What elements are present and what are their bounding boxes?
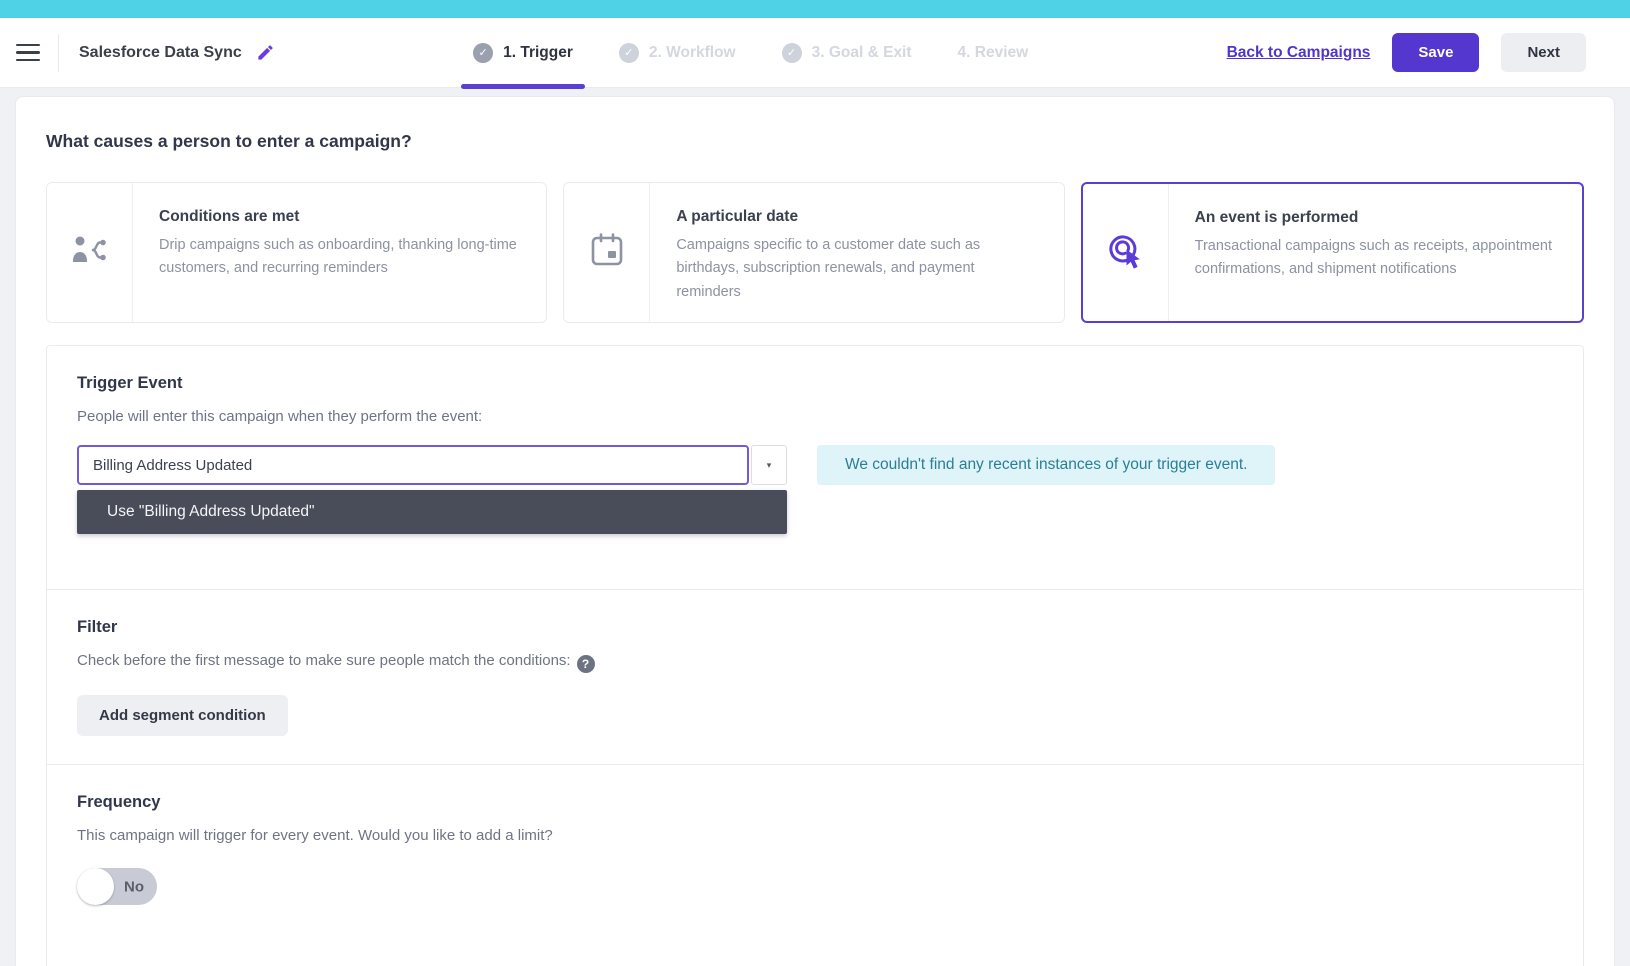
card-title: Conditions are met (159, 208, 300, 225)
step-review[interactable]: 4. Review (958, 18, 1029, 87)
frequency-limit-toggle[interactable]: No (77, 868, 157, 906)
trigger-settings-container: Trigger Event People will enter this cam… (46, 345, 1584, 966)
top-accent-bar (0, 0, 1630, 18)
calendar-icon (589, 232, 625, 273)
filter-section: Filter Check before the first message to… (47, 589, 1583, 764)
card-body: An event is performed Transactional camp… (1169, 184, 1582, 321)
trigger-type-cards: Conditions are met Drip campaigns such a… (46, 182, 1584, 324)
section-heading: Frequency (77, 793, 161, 812)
filter-description-text: Check before the first message to make s… (77, 652, 571, 670)
header-actions: Back to Campaigns Save Next (1227, 33, 1586, 72)
step-check-icon: ✓ (781, 42, 802, 63)
step-trigger[interactable]: ✓ 1. Trigger (461, 18, 585, 89)
trigger-info-message: We couldn't find any recent instances of… (817, 445, 1276, 486)
event-suggestion-option[interactable]: Use "Billing Address Updated" (77, 490, 787, 535)
card-particular-date[interactable]: A particular date Campaigns specific to … (563, 182, 1065, 324)
page-title: What causes a person to enter a campaign… (46, 131, 412, 151)
trigger-event-input[interactable] (77, 445, 749, 486)
segment-icon (70, 232, 110, 273)
help-icon[interactable]: ? (576, 655, 595, 674)
event-click-icon (1104, 229, 1146, 276)
next-button[interactable]: Next (1501, 33, 1586, 72)
main-panel: What causes a person to enter a campaign… (15, 96, 1615, 966)
header: Salesforce Data Sync ✓ 1. Trigger ✓ 2. W… (0, 18, 1630, 89)
step-label: 1. Trigger (503, 43, 573, 61)
step-label: 4. Review (957, 43, 1029, 61)
section-heading: Filter (77, 618, 118, 637)
card-description: Drip campaigns such as onboarding, thank… (159, 237, 517, 277)
back-to-campaigns-link[interactable]: Back to Campaigns (1226, 43, 1371, 61)
add-segment-condition-button[interactable]: Add segment condition (77, 695, 288, 737)
step-goal-exit[interactable]: ✓ 3. Goal & Exit (781, 18, 912, 87)
trigger-event-section: Trigger Event People will enter this cam… (47, 346, 1583, 589)
edit-pencil-icon[interactable] (256, 43, 275, 62)
card-conditions-are-met[interactable]: Conditions are met Drip campaigns such a… (46, 182, 548, 324)
menu-icon[interactable] (16, 40, 40, 66)
campaign-title: Salesforce Data Sync (79, 43, 242, 61)
card-icon-column (47, 183, 133, 323)
section-heading: Trigger Event (77, 374, 183, 393)
save-button[interactable]: Save (1392, 33, 1480, 72)
card-icon-column (564, 183, 651, 323)
toggle-label: No (124, 878, 144, 896)
card-icon-column (1083, 184, 1169, 322)
step-check-icon: ✓ (473, 42, 494, 63)
section-description: Check before the first message to make s… (77, 652, 1553, 674)
step-label: 2. Workflow (648, 43, 736, 61)
step-check-icon: ✓ (618, 42, 639, 63)
card-body: A particular date Campaigns specific to … (650, 183, 1063, 322)
step-nav: ✓ 1. Trigger ✓ 2. Workflow ✓ 3. Goal & E… (461, 18, 1029, 89)
frequency-section: Frequency This campaign will trigger for… (47, 764, 1583, 966)
header-divider (58, 33, 59, 72)
section-description: People will enter this campaign when the… (77, 408, 483, 426)
dropdown-caret-icon[interactable]: ▾ (751, 445, 787, 486)
card-body: Conditions are met Drip campaigns such a… (133, 183, 546, 322)
card-description: Transactional campaigns such as receipts… (1194, 238, 1552, 278)
section-description: This campaign will trigger for every eve… (77, 827, 553, 845)
card-title: An event is performed (1194, 209, 1359, 226)
trigger-controls-row: ▾ Use "Billing Address Updated" We could… (77, 445, 1553, 535)
card-title: A particular date (676, 208, 799, 225)
card-event-performed[interactable]: An event is performed Transactional camp… (1080, 182, 1584, 324)
step-label: 3. Goal & Exit (811, 43, 912, 61)
event-input-group: ▾ Use "Billing Address Updated" (77, 445, 787, 535)
card-description: Campaigns specific to a customer date su… (676, 237, 981, 300)
toggle-knob (77, 868, 114, 906)
step-workflow[interactable]: ✓ 2. Workflow (618, 18, 736, 87)
